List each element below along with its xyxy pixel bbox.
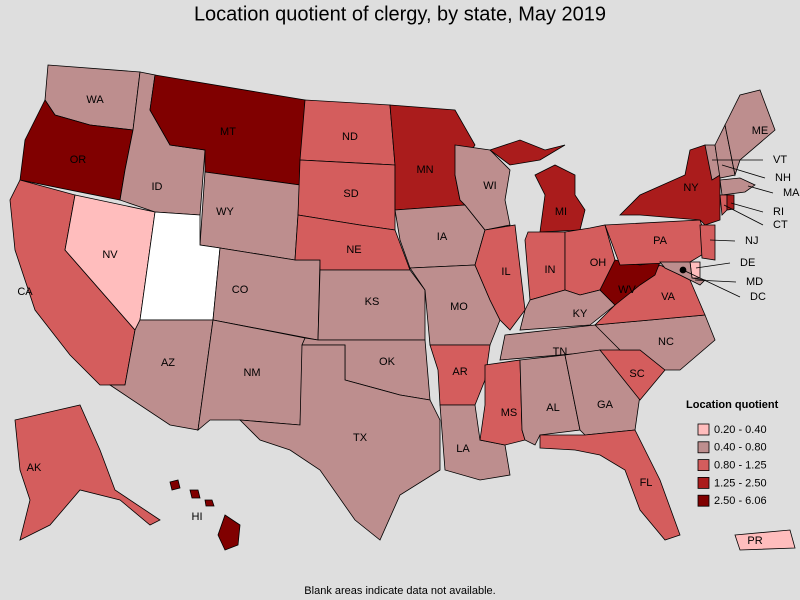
leader-line: [747, 185, 774, 194]
state-shape: [199, 171, 301, 261]
legend-swatch: [697, 441, 710, 454]
legend: 0.20 - 0.40 0.40 - 0.80 0.80 - 1.25 1.25 - …: [697, 423, 767, 507]
state-shape: [699, 224, 716, 261]
state-shape: [14, 404, 161, 541]
state-label: MA: [783, 187, 800, 199]
state-label: SD: [343, 188, 358, 200]
state-label: FL: [640, 477, 653, 489]
state-label: NH: [775, 172, 791, 184]
state-shape: [479, 359, 526, 446]
state-shape: [594, 314, 716, 371]
footnote: Blank areas indicate data not available.: [304, 585, 495, 597]
legend-swatch: [697, 423, 710, 436]
state-label: KS: [365, 296, 380, 308]
state-shape: [238, 344, 441, 541]
state-label: OK: [379, 356, 396, 368]
legend-swatch: [697, 494, 710, 507]
state-label: MD: [746, 276, 763, 288]
state-shape: [454, 144, 511, 231]
legend-label: 1.25 - 2.50: [714, 477, 767, 489]
state-label: TN: [553, 346, 568, 358]
state-label: MT: [220, 126, 236, 138]
leader-line: [723, 204, 764, 226]
state-label: WY: [216, 206, 234, 218]
state-label: CO: [232, 284, 249, 296]
state-label: IA: [437, 231, 448, 243]
state-label: MS: [501, 407, 518, 419]
state-label: PA: [653, 235, 668, 247]
state-label: VT: [773, 154, 787, 166]
states: [9, 64, 796, 551]
state-shape: [317, 269, 426, 341]
leader-line: [730, 202, 764, 213]
state-shape: [599, 259, 661, 306]
state-shape: [726, 194, 735, 211]
state-shape: [719, 177, 756, 196]
state-label: MO: [450, 301, 468, 313]
state-label: IN: [545, 264, 556, 276]
state-label: NY: [683, 182, 699, 194]
state-label: NC: [658, 336, 674, 348]
leader-line: [695, 262, 731, 269]
state-shape: [474, 224, 526, 331]
state-label: OR: [70, 154, 87, 166]
state-label: WI: [483, 180, 496, 192]
state-shape: [719, 194, 728, 216]
state-label: NM: [243, 367, 260, 379]
legend-title: Location quotient: [686, 399, 779, 411]
state-label: MN: [416, 164, 433, 176]
state-label: GA: [597, 399, 614, 411]
state-label: CT: [773, 219, 788, 231]
state-label: RI: [773, 206, 784, 218]
state-label: WA: [86, 94, 104, 106]
state-label: PR: [747, 535, 762, 547]
legend-swatch: [697, 459, 710, 472]
state-label: ND: [342, 131, 358, 143]
state-label: NJ: [745, 235, 758, 247]
legend-swatch: [697, 476, 710, 489]
legend-label: 0.40 - 0.80: [714, 442, 767, 454]
legend-label: 2.50 - 6.06: [714, 495, 767, 507]
state-labels: WA OR CA NV ID MT WY CO AZ NM ND SD NE KS OK TX MN IA MO AR…: [17, 94, 800, 547]
state-shape: [169, 479, 241, 551]
state-label: AR: [452, 366, 467, 378]
state-shape: [724, 89, 776, 177]
state-label: AZ: [161, 357, 175, 369]
state-shape: [604, 219, 711, 266]
state-shape: [539, 429, 681, 541]
leader-line: [694, 279, 737, 283]
state-label: MI: [555, 206, 567, 218]
state-label: DC: [750, 291, 766, 303]
state-label: ME: [752, 125, 769, 137]
state-label: KY: [573, 308, 588, 320]
map-title: Location quotient of clergy, by state, M…: [194, 3, 606, 25]
state-label: ID: [152, 181, 163, 193]
state-shape: [439, 404, 511, 481]
state-label: IL: [501, 266, 510, 278]
state-shape: [659, 261, 706, 286]
state-label: CA: [17, 286, 33, 298]
state-label: NE: [346, 244, 361, 256]
state-label: VA: [661, 291, 676, 303]
state-label: HI: [192, 511, 203, 523]
state-label: AL: [546, 402, 559, 414]
state-label: SC: [629, 368, 644, 380]
state-shape: [489, 139, 586, 233]
state-label: DE: [740, 257, 755, 269]
state-label: WV: [618, 284, 636, 296]
state-label: LA: [456, 443, 470, 455]
state-label: OH: [590, 257, 607, 269]
state-shape: [619, 144, 721, 226]
legend-label: 0.20 - 0.40: [714, 424, 767, 436]
state-label: TX: [353, 432, 368, 444]
state-label: NV: [102, 249, 118, 261]
leader-line: [682, 269, 741, 298]
leader-line: [709, 239, 736, 242]
legend-label: 0.80 - 1.25: [714, 460, 767, 472]
state-label: AK: [27, 462, 42, 474]
leader-line: [721, 164, 766, 179]
state-shape: [734, 529, 796, 551]
